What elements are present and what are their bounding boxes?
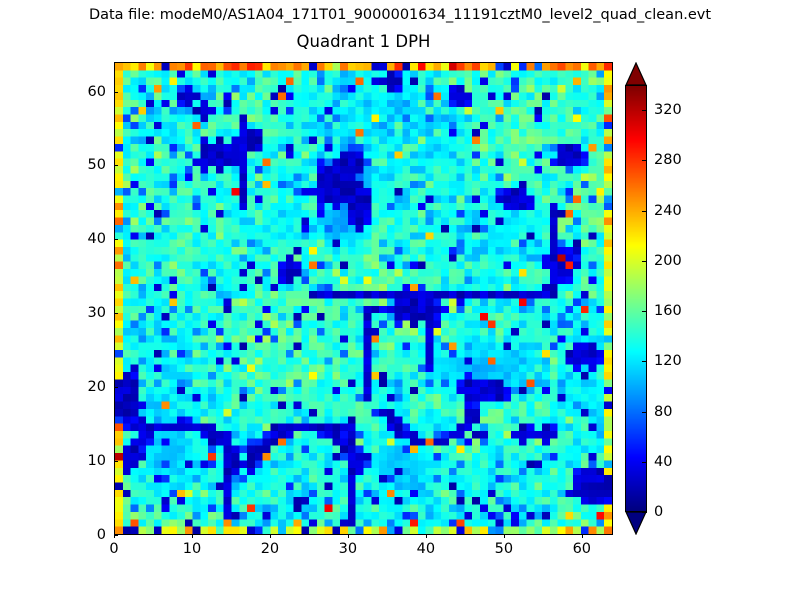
colorbar-tick-label: 280 bbox=[654, 152, 682, 169]
x-tick-mark bbox=[581, 534, 583, 538]
colorbar-gradient bbox=[626, 86, 646, 511]
colorbar-tick-mark bbox=[642, 260, 647, 262]
y-tick-label: 20 bbox=[87, 379, 106, 396]
x-tick-label: 60 bbox=[572, 541, 592, 557]
colorbar-under-arrow bbox=[625, 511, 647, 535]
colorbar-tick-mark bbox=[642, 110, 647, 112]
x-tick-mark bbox=[347, 534, 349, 538]
colorbar bbox=[625, 62, 647, 535]
colorbar-tick-label: 120 bbox=[654, 353, 682, 370]
data-file-caption: Data file: modeM0/AS1A04_171T01_90000016… bbox=[88, 7, 712, 23]
colorbar-tick-mark bbox=[642, 361, 647, 363]
x-tick-label: 0 bbox=[109, 541, 119, 557]
x-tick-mark bbox=[425, 534, 427, 538]
x-tick-label: 40 bbox=[416, 541, 436, 557]
y-tick-mark bbox=[114, 239, 118, 241]
y-tick-label: 30 bbox=[87, 305, 106, 322]
colorbar-tick-mark bbox=[642, 411, 647, 413]
colorbar-tick-label: 320 bbox=[654, 102, 682, 119]
colorbar-tick-label: 80 bbox=[654, 403, 673, 420]
y-tick-label: 0 bbox=[96, 527, 106, 543]
y-tick-label: 60 bbox=[87, 83, 106, 100]
x-tick-label: 50 bbox=[494, 541, 514, 557]
y-tick-mark bbox=[114, 165, 118, 167]
x-tick-label: 20 bbox=[260, 541, 280, 557]
y-tick-mark bbox=[114, 313, 118, 315]
y-tick-mark bbox=[114, 387, 118, 389]
colorbar-over-arrow bbox=[625, 62, 647, 86]
y-tick-label: 40 bbox=[87, 231, 106, 248]
colorbar-tick-mark bbox=[642, 461, 647, 463]
colorbar-tick-mark bbox=[642, 210, 647, 212]
y-tick-mark bbox=[114, 535, 118, 536]
x-tick-mark bbox=[503, 534, 505, 538]
y-tick-label: 10 bbox=[87, 453, 106, 470]
colorbar-tick-label: 160 bbox=[654, 303, 682, 320]
y-tick-mark bbox=[114, 91, 118, 93]
colorbar-tick-label: 200 bbox=[654, 252, 682, 269]
colorbar-tick-label: 240 bbox=[654, 202, 682, 219]
colorbar-tick-mark bbox=[642, 512, 647, 513]
heatmap-image bbox=[115, 63, 612, 534]
x-tick-mark bbox=[191, 534, 193, 538]
colorbar-tick-mark bbox=[642, 160, 647, 162]
y-tick-label: 50 bbox=[87, 157, 106, 174]
y-tick-mark bbox=[114, 461, 118, 463]
colorbar-tick-label: 40 bbox=[654, 453, 673, 470]
colorbar-tick-label: 0 bbox=[654, 504, 664, 520]
x-tick-label: 10 bbox=[182, 541, 202, 557]
colorbar-tick-mark bbox=[642, 311, 647, 313]
page-title: Quadrant 1 DPH bbox=[296, 32, 431, 51]
heatmap-plot-area bbox=[114, 62, 613, 535]
x-tick-mark bbox=[114, 534, 115, 538]
x-tick-label: 30 bbox=[338, 541, 358, 557]
x-tick-mark bbox=[269, 534, 271, 538]
colorbar-gradient-body bbox=[625, 85, 647, 512]
